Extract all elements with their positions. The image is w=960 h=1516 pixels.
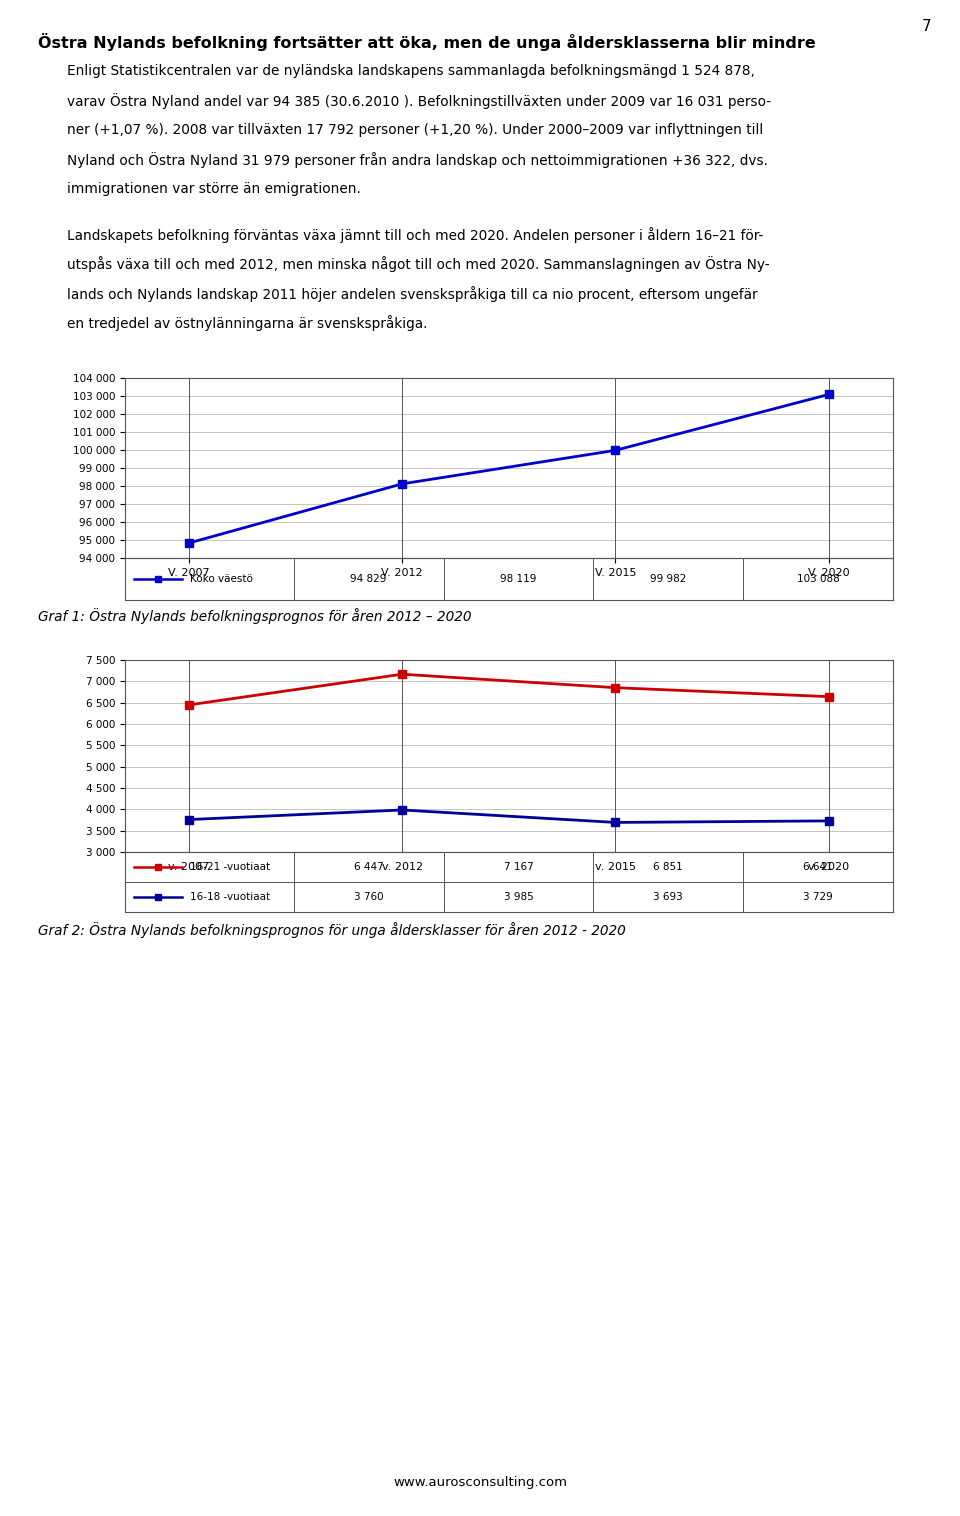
Text: 98 119: 98 119 xyxy=(500,575,537,584)
Text: Landskapets befolkning förväntas växa jämnt till och med 2020. Andelen personer : Landskapets befolkning förväntas växa jä… xyxy=(67,226,763,243)
Text: 99 982: 99 982 xyxy=(650,575,686,584)
Text: 16-21 -vuotiaat: 16-21 -vuotiaat xyxy=(190,863,270,872)
Text: varav Östra Nyland andel var 94 385 (30.6.2010 ). Befolkningstillväxten under 20: varav Östra Nyland andel var 94 385 (30.… xyxy=(67,94,771,109)
Text: en tredjedel av östnylänningarna är svenskspråkiga.: en tredjedel av östnylänningarna är sven… xyxy=(67,315,428,332)
Text: 7: 7 xyxy=(922,20,931,33)
Text: 6 641: 6 641 xyxy=(804,863,832,872)
Text: 3 760: 3 760 xyxy=(354,891,383,902)
Text: Östra Nylands befolkning fortsätter att öka, men de unga åldersklasserna blir mi: Östra Nylands befolkning fortsätter att … xyxy=(38,33,816,52)
Text: Nyland och Östra Nyland 31 979 personer från andra landskap och nettoimmigration: Nyland och Östra Nyland 31 979 personer … xyxy=(67,153,768,168)
Text: 3 985: 3 985 xyxy=(504,891,533,902)
Text: 3 729: 3 729 xyxy=(804,891,832,902)
Text: immigrationen var större än emigrationen.: immigrationen var större än emigrationen… xyxy=(67,182,361,196)
Text: Graf 2: Östra Nylands befolkningsprognos för unga åldersklasser för åren 2012 - : Graf 2: Östra Nylands befolkningsprognos… xyxy=(38,922,626,938)
Text: Koko väestö: Koko väestö xyxy=(190,575,252,584)
Text: 3 693: 3 693 xyxy=(654,891,683,902)
Text: 7 167: 7 167 xyxy=(504,863,533,872)
Text: 6 447: 6 447 xyxy=(354,863,383,872)
Text: Graf 1: Östra Nylands befolkningsprognos för åren 2012 – 2020: Graf 1: Östra Nylands befolkningsprognos… xyxy=(38,608,472,625)
Text: utspås växa till och med 2012, men minska något till och med 2020. Sammanslagnin: utspås växa till och med 2012, men minsk… xyxy=(67,256,770,273)
Text: www.aurosconsulting.com: www.aurosconsulting.com xyxy=(393,1475,567,1489)
Text: 16-18 -vuotiaat: 16-18 -vuotiaat xyxy=(190,891,270,902)
Text: lands och Nylands landskap 2011 höjer andelen svenskspråkiga till ca nio procent: lands och Nylands landskap 2011 höjer an… xyxy=(67,285,757,302)
Text: ner (+1,07 %). 2008 var tillväxten 17 792 personer (+1,20 %). Under 2000–2009 va: ner (+1,07 %). 2008 var tillväxten 17 79… xyxy=(67,123,763,136)
Text: 6 851: 6 851 xyxy=(654,863,683,872)
Text: Enligt Statistikcentralen var de nyländska landskapens sammanlagda befolkningsmä: Enligt Statistikcentralen var de nyländs… xyxy=(67,64,756,77)
Text: 94 829: 94 829 xyxy=(350,575,387,584)
Text: 103 088: 103 088 xyxy=(797,575,839,584)
